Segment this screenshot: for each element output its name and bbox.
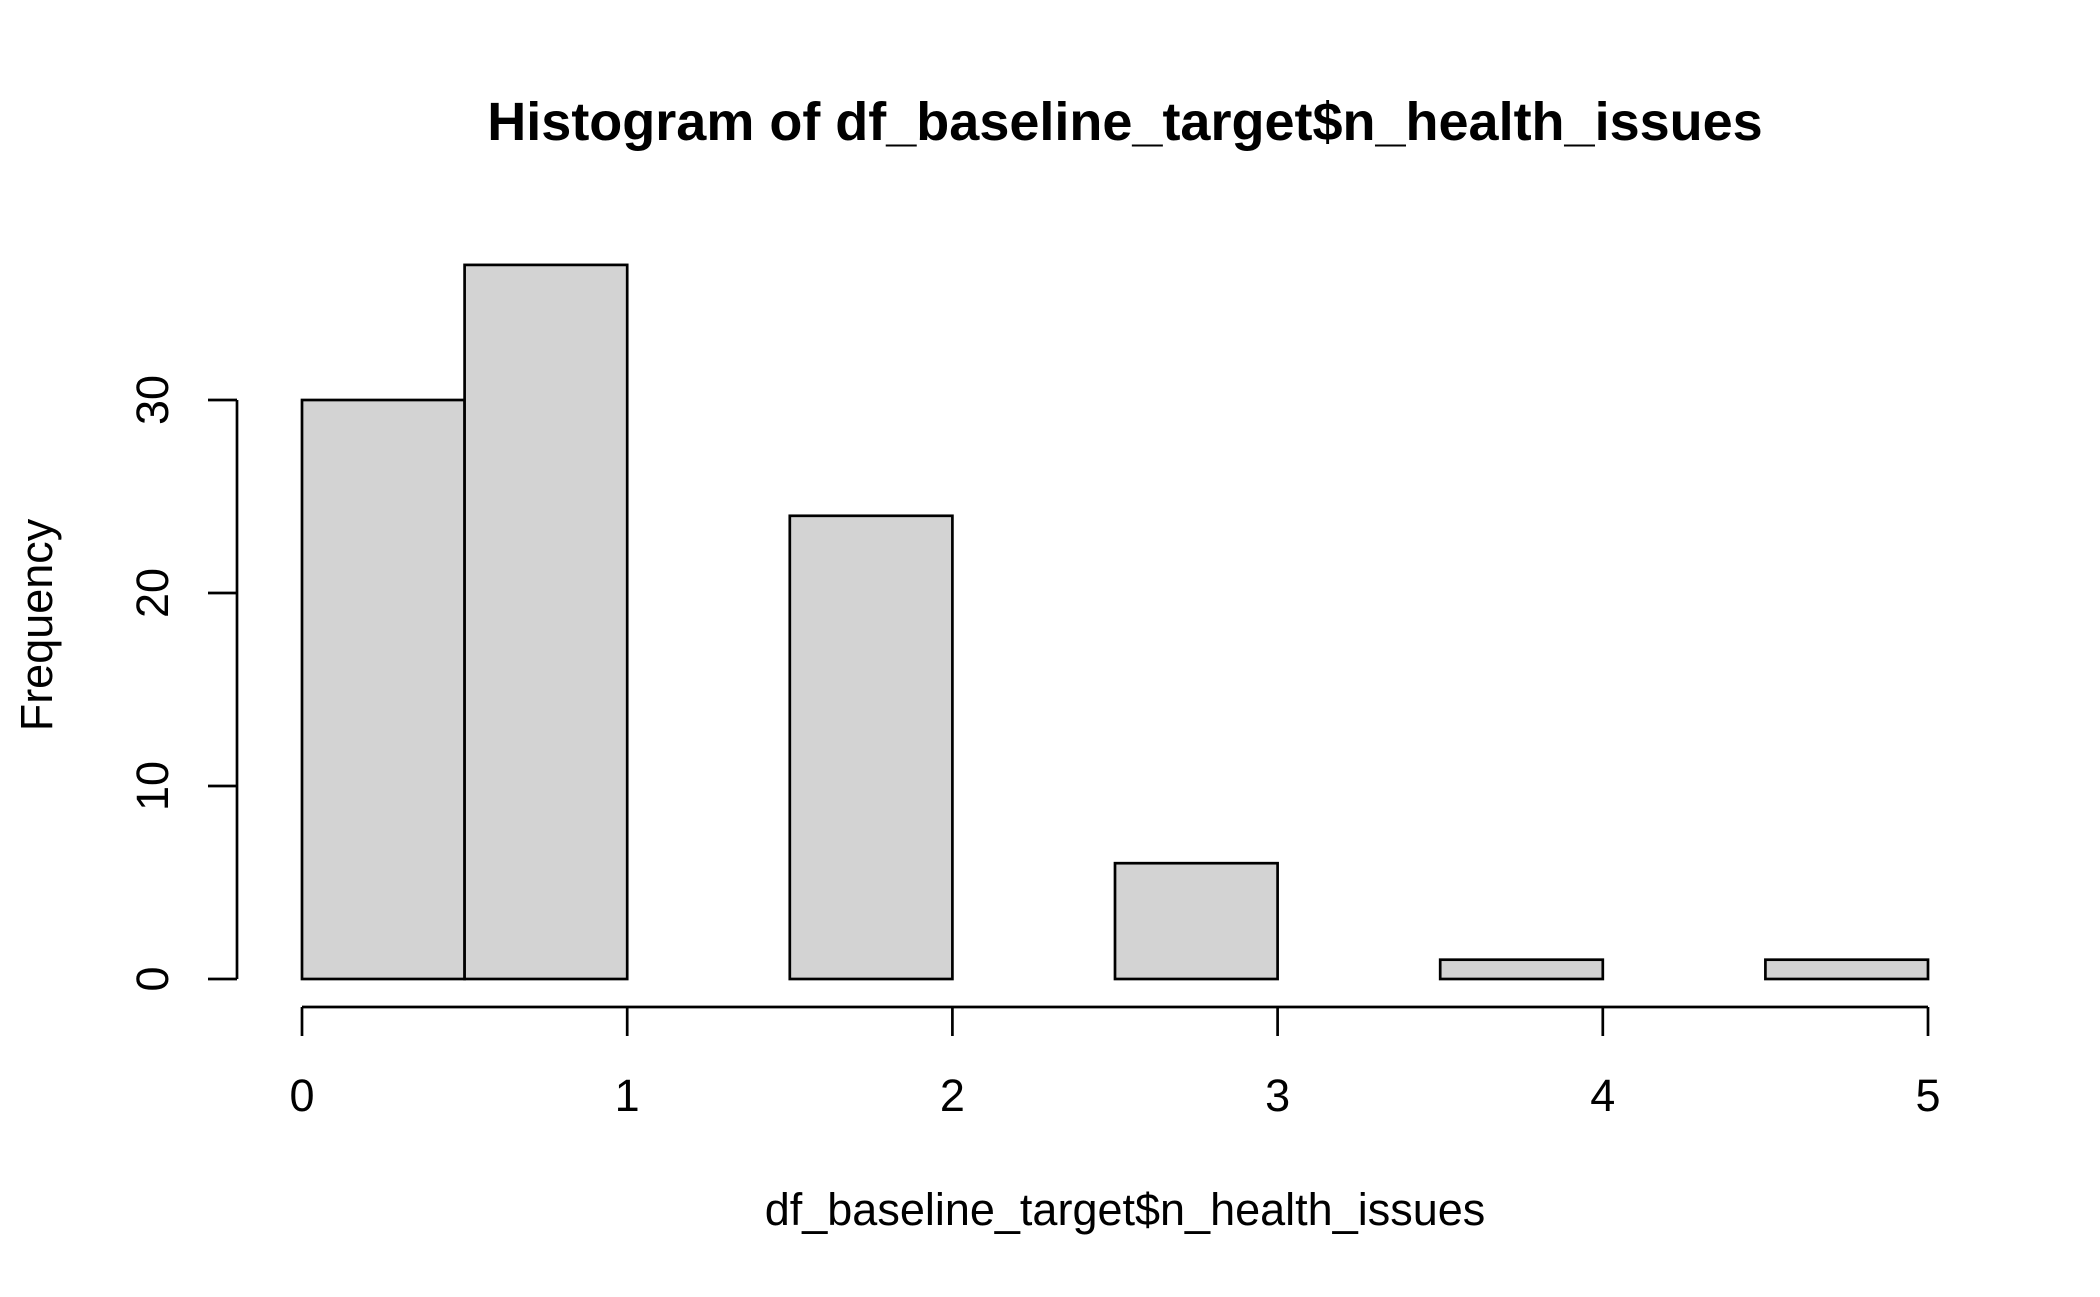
x-axis: 0 1 2 3 4 5 (289, 1005, 1941, 1121)
histogram-bar-7 (1438, 958, 1605, 981)
y-tick-label-10: 10 (127, 761, 178, 811)
histogram-bar-1 (463, 263, 629, 981)
x-tick-label-2: 2 (940, 1070, 965, 1121)
x-axis-label: df_baseline_target$n_health_issues (765, 1184, 1486, 1235)
bars-group (300, 263, 1930, 981)
chart-title: Histogram of df_baseline_target$n_health… (487, 92, 1762, 152)
x-tick-label-0: 0 (289, 1070, 314, 1121)
x-tick-label-1: 1 (615, 1070, 640, 1121)
x-tick-label-5: 5 (1915, 1070, 1940, 1121)
histogram-bar-5 (1113, 861, 1279, 981)
histogram-bar-3 (788, 514, 954, 981)
x-tick-label-3: 3 (1265, 1070, 1290, 1121)
x-tick-label-4: 4 (1590, 1070, 1615, 1121)
histogram-bar-0 (300, 398, 466, 981)
y-tick-label-0: 0 (127, 966, 178, 991)
y-axis: 0 10 20 30 (127, 375, 239, 992)
y-tick-label-20: 20 (127, 568, 178, 618)
y-axis-label: Frequency (11, 518, 62, 731)
histogram-bar-9 (1764, 958, 1930, 981)
y-tick-label-30: 30 (127, 375, 178, 425)
